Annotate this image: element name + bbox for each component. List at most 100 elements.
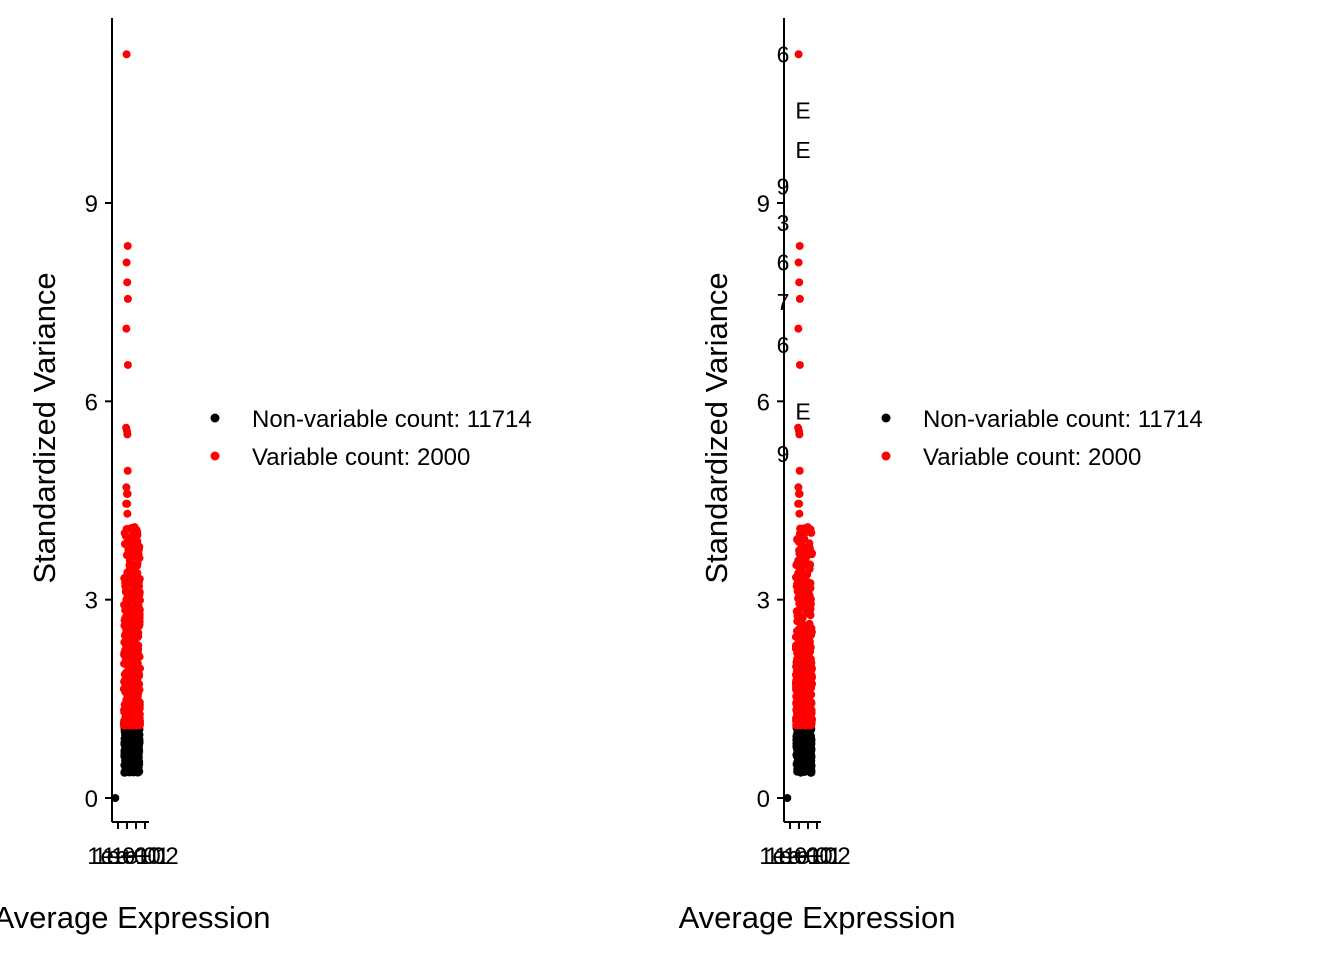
legend-marker	[210, 413, 220, 423]
point-label: 7	[777, 289, 790, 315]
data-point-variable	[123, 539, 132, 548]
x-tick-label: 1e-01	[759, 843, 820, 870]
data-point-variable	[800, 585, 809, 594]
data-point-variable	[797, 563, 806, 572]
data-point-variable	[135, 542, 144, 551]
data-point-variable	[797, 547, 806, 556]
data-point-variable	[122, 601, 131, 610]
y-tick-label: 6	[757, 389, 770, 416]
data-point-nonvariable	[783, 794, 792, 802]
data-point-variable	[796, 534, 805, 543]
data-point-variable	[133, 559, 142, 568]
data-point-variable	[794, 258, 803, 267]
data-point-nonvariable	[134, 741, 143, 750]
x-axis-title: Average Expression	[0, 900, 270, 935]
data-point-variable	[807, 624, 816, 633]
data-point-variable	[794, 50, 803, 59]
data-point-variable	[795, 241, 804, 250]
legend-label: Non-variable count: 11714	[252, 406, 532, 433]
data-point-variable	[795, 430, 804, 439]
data-point-nonvariable	[134, 767, 143, 776]
point-label: 3	[777, 210, 790, 236]
y-tick-label: 6	[85, 389, 98, 416]
data-point-variable	[124, 675, 133, 684]
data-point-variable	[807, 663, 816, 672]
data-point-variable	[123, 360, 132, 369]
x-axis-title: Average Expression	[679, 900, 956, 935]
data-point-nonvariable	[793, 743, 802, 752]
data-point-variable	[122, 483, 131, 492]
data-point-variable	[803, 608, 812, 617]
point-label: 9	[777, 441, 790, 467]
x-tick-label: 1e+00	[93, 843, 160, 870]
legend: Non-variable count: 11714 Variable count:…	[881, 406, 1203, 471]
point-label: 6	[777, 332, 790, 358]
data-point-nonvariable	[128, 761, 137, 770]
data-point-nonvariable	[806, 747, 815, 756]
data-point-variable	[121, 532, 130, 541]
data-point-variable	[122, 551, 131, 560]
data-point-variable	[130, 523, 139, 532]
data-point-variable	[806, 647, 815, 656]
data-point-variable	[795, 624, 804, 633]
data-point-variable	[129, 621, 138, 630]
data-point-variable	[132, 670, 141, 679]
data-point-variable	[805, 637, 814, 646]
legend-label: Non-variable count: 11714	[923, 406, 1203, 433]
y-tick-label: 3	[757, 588, 770, 615]
data-point-nonvariable	[120, 734, 129, 743]
data-point-variable	[131, 529, 140, 538]
data-point-nonvariable	[793, 765, 802, 774]
data-point-variable	[127, 589, 136, 598]
point-label: E	[795, 398, 810, 424]
legend-label: Variable count: 2000	[923, 444, 1141, 471]
data-point-variable	[124, 652, 133, 661]
data-point-variable	[799, 712, 808, 721]
data-point-variable	[796, 664, 805, 673]
data-point-variable	[134, 632, 143, 641]
data-point-nonvariable	[805, 756, 814, 765]
data-point-variable	[121, 575, 130, 584]
data-point-variable	[134, 704, 143, 713]
legend-marker	[881, 451, 891, 461]
data-point-variable	[122, 258, 131, 267]
x-tick-label: 1e-01	[87, 843, 148, 870]
data-point-variable	[134, 596, 143, 605]
data-point-variable	[795, 466, 804, 475]
data-point-variable	[794, 324, 803, 333]
data-point-variable	[123, 241, 132, 250]
data-point-variable	[130, 647, 139, 656]
data-point-variable	[132, 614, 141, 623]
data-point-variable	[804, 597, 813, 606]
data-point-nonvariable	[794, 751, 803, 760]
data-point-variable	[793, 673, 802, 682]
data-point-variable	[123, 466, 132, 475]
data-point-variable	[794, 646, 803, 655]
y-tick-label: 3	[85, 588, 98, 615]
data-point-variable	[795, 604, 804, 613]
point-label: 6	[777, 250, 790, 276]
data-point-variable	[129, 571, 138, 580]
legend: Non-variable count: 11714 Variable count:…	[210, 406, 532, 471]
point-label: 9	[777, 173, 790, 199]
data-point-variable	[807, 715, 816, 724]
data-point-nonvariable	[126, 738, 135, 747]
data-point-variable	[802, 552, 811, 561]
data-point-nonvariable	[111, 794, 120, 802]
data-point-variable	[123, 294, 132, 303]
data-point-variable	[132, 551, 141, 560]
data-point-variable	[800, 524, 809, 533]
data-point-variable	[124, 638, 133, 647]
data-point-variable	[795, 360, 804, 369]
data-point-variable	[123, 499, 132, 508]
data-point-variable	[795, 718, 804, 727]
data-point-variable	[805, 561, 814, 570]
data-point-variable	[807, 698, 816, 707]
x-tick-label: 1e+01	[102, 843, 169, 870]
data-point-nonvariable	[804, 736, 813, 745]
y-tick-label: 9	[757, 191, 770, 218]
data-point-variable	[122, 324, 131, 333]
